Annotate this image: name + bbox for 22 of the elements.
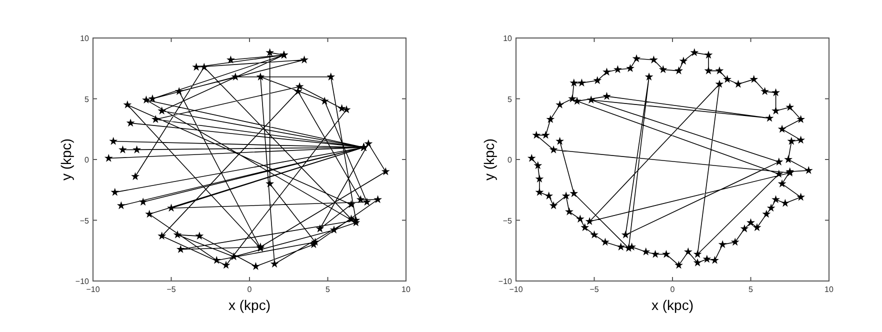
y-axis-title: y (kpc) <box>481 138 497 180</box>
x-tick-label: 10 <box>402 285 411 294</box>
y-tick-label: −10 <box>498 277 513 286</box>
x-tick-label: −5 <box>166 285 176 294</box>
x-tick-label: 0 <box>670 285 676 294</box>
y-tick-label: 0 <box>508 156 513 164</box>
y-axis-title: y (kpc) <box>58 138 74 180</box>
x-axis-title: x (kpc) <box>652 297 694 313</box>
y-tick-label: −5 <box>502 216 513 226</box>
y-tick-label: 0 <box>84 156 90 164</box>
y-tick-label: 10 <box>503 34 513 43</box>
y-tick-label: 10 <box>80 34 90 43</box>
x-tick-label: 5 <box>326 285 331 294</box>
y-tick-label: 5 <box>508 94 513 104</box>
x-tick-label: 0 <box>247 285 252 294</box>
x-tick-label: −5 <box>590 285 600 294</box>
x-tick-label: 10 <box>824 285 834 294</box>
y-tick-label: −5 <box>80 216 90 226</box>
y-tick-label: −10 <box>75 277 90 286</box>
x-tick-label: 5 <box>748 285 754 294</box>
x-axis-title: x (kpc) <box>228 297 270 313</box>
y-tick-label: 5 <box>84 94 90 104</box>
